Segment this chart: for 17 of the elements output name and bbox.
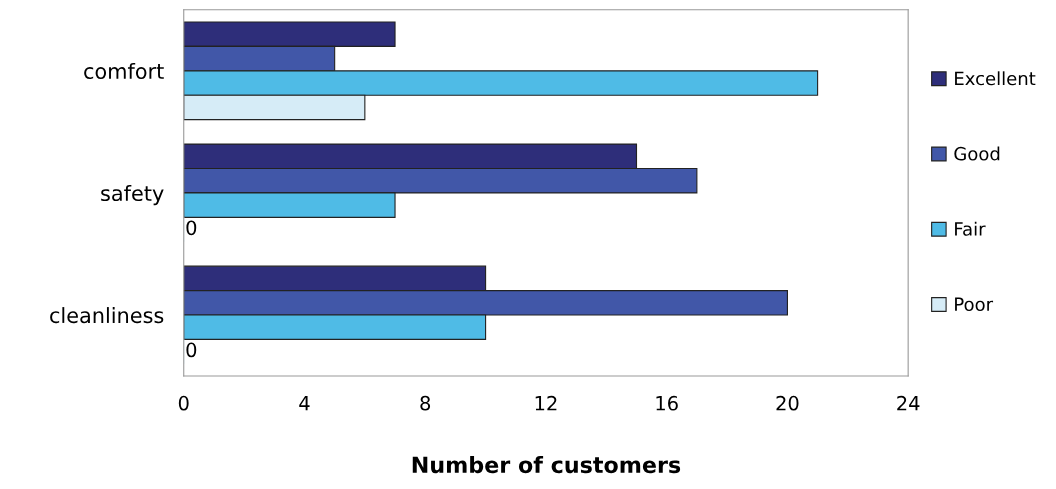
legend-label: Good (954, 146, 1000, 161)
x-tick-label: 12 (535, 395, 557, 411)
y-tick-label: comfort (84, 62, 164, 80)
x-tick-label: 4 (299, 396, 310, 411)
legend-label: Excellent (955, 71, 1036, 86)
x-axis-title: Number of customers (412, 455, 681, 474)
legend-label: Poor (955, 297, 994, 312)
x-tick-label: 20 (776, 395, 799, 411)
x-tick-label: 16 (656, 395, 678, 411)
data-label: 0 (186, 220, 197, 236)
x-tick-label: 8 (420, 395, 431, 411)
x-tick-label: 24 (897, 395, 920, 411)
legend-label: Fair (955, 221, 986, 236)
y-tick-label: cleanliness (50, 307, 164, 324)
data-label: 0 (186, 342, 197, 358)
y-tick-label: safety (101, 185, 164, 206)
x-tick-label: 0 (178, 395, 189, 411)
